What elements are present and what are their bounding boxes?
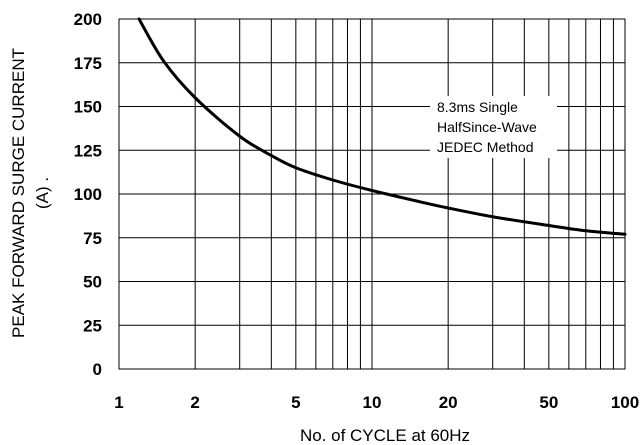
annotation-background [430, 96, 557, 158]
y-axis-title-line: (A) . [33, 177, 52, 209]
y-tick-label: 25 [83, 316, 102, 335]
x-axis-title: No. of CYCLE at 60Hz [300, 426, 470, 445]
y-tick-labels: 0 25 50 75 100 125 150 175 200 [74, 10, 102, 379]
x-tick-label: 2 [190, 393, 199, 412]
x-tick-label: 1 [114, 393, 123, 412]
annotation-line: HalfSince-Wave [437, 119, 537, 135]
y-tick-label: 75 [83, 229, 102, 248]
x-tick-label: 50 [539, 393, 558, 412]
y-tick-label: 200 [74, 10, 102, 29]
plot-frame [118, 18, 626, 370]
series [137, 17, 627, 236]
x-tick-label: 5 [291, 393, 300, 412]
y-tick-label: 100 [74, 185, 102, 204]
y-tick-label: 0 [93, 360, 102, 379]
y-tick-label: 125 [74, 141, 102, 160]
x-tick-label: 20 [439, 393, 458, 412]
series-line [137, 17, 627, 236]
y-tick-label: 175 [74, 54, 102, 73]
x-tick-label: 100 [611, 393, 639, 412]
grid [119, 19, 625, 369]
annotation-line: JEDEC Method [437, 139, 533, 155]
x-tick-labels: 1 2 5 10 20 50 100 [114, 393, 639, 412]
y-tick-label: 150 [74, 98, 102, 117]
x-tick-label: 10 [363, 393, 382, 412]
y-tick-label: 50 [83, 273, 102, 292]
annotation: 8.3ms Single HalfSince-Wave JEDEC Method [437, 99, 537, 155]
annotation-line: 8.3ms Single [437, 99, 518, 115]
y-axis-title-line: PEAK FORWARD SURGE CURRENT [9, 48, 28, 338]
y-axis-title: PEAK FORWARD SURGE CURRENT (A) . [9, 48, 52, 338]
